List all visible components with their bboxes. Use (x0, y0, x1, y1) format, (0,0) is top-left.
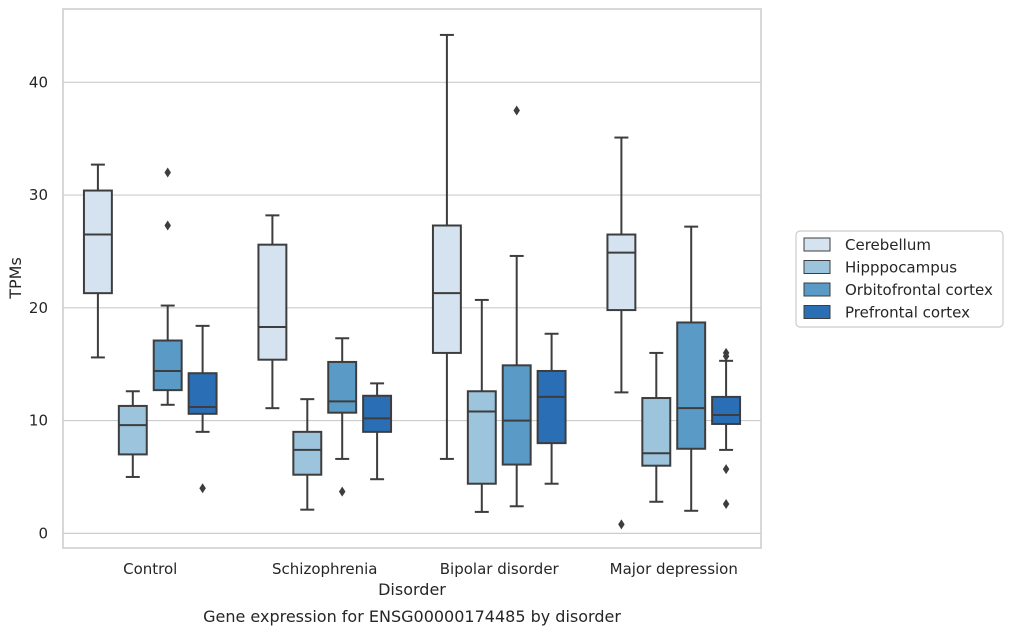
legend-frame (795, 230, 1004, 328)
box-element (606, 136, 637, 530)
legend-swatch (803, 305, 831, 319)
x-tick-label: Major depression (610, 560, 738, 578)
box-iqr (362, 394, 393, 433)
y-tick-labels: 0 10 20 30 40 (29, 73, 48, 542)
legend-label: Cerebellum (845, 236, 931, 254)
box-iqr (466, 390, 497, 485)
outlier-point (618, 519, 625, 530)
box-element (117, 390, 148, 478)
box-iqr (327, 360, 358, 414)
legend-swatch (803, 260, 831, 274)
chart-caption: Gene expression for ENSG00000174485 by d… (203, 607, 621, 626)
box-element (676, 225, 707, 512)
box-iqr (641, 397, 672, 467)
legend: Cerebellum Hipppocampus Orbitofrontal cort… (795, 230, 1004, 328)
box-element (501, 105, 532, 508)
legend-swatch (803, 282, 831, 297)
x-tick-label: Schizophrenia (272, 560, 377, 578)
outlier-point (513, 105, 520, 116)
legend-label: Hipppocampus (845, 259, 957, 277)
legend-label: Prefrontal cortex (845, 304, 970, 322)
box-iqr (152, 339, 183, 392)
box-element (466, 298, 497, 513)
box-element (257, 214, 288, 410)
y-tick-label: 40 (29, 73, 48, 91)
box-element (431, 33, 462, 460)
outlier-point (722, 464, 730, 475)
box-element (362, 382, 393, 481)
outlier-point (199, 483, 206, 494)
legend-swatch (803, 237, 831, 252)
y-tick-label: 10 (29, 412, 48, 430)
x-tick-labels: Control Schizophrenia Bipolar disorder Majo… (123, 560, 738, 578)
outlier-point (722, 499, 730, 510)
box-iqr (606, 233, 637, 312)
outlier-point (164, 167, 171, 178)
box-iqr (431, 224, 462, 354)
y-tick-label: 20 (29, 299, 48, 317)
box-element (641, 351, 672, 503)
box-iqr (292, 430, 323, 476)
box-iqr (676, 321, 707, 450)
legend-label: Orbitofrontal cortex (845, 281, 993, 299)
box-iqr (117, 404, 148, 456)
box-element (82, 163, 113, 359)
box-element (187, 324, 218, 494)
box-element (711, 347, 742, 510)
y-tick-label: 0 (38, 524, 48, 542)
x-axis-label: Disorder (378, 580, 446, 599)
box-iqr (257, 243, 288, 361)
outlier-point (338, 486, 346, 497)
outlier-point (722, 351, 730, 362)
box-element (536, 332, 567, 485)
x-tick-label: Control (123, 560, 177, 578)
y-tick-label: 30 (29, 186, 48, 204)
x-tick-label: Bipolar disorder (440, 560, 560, 578)
box-iqr (536, 369, 567, 445)
plot-frame (62, 8, 762, 549)
outlier-point (164, 220, 171, 231)
plot-boxes (82, 33, 742, 530)
box-element (292, 398, 323, 511)
box-iqr (501, 364, 532, 466)
box-iqr (711, 395, 742, 425)
box-element (327, 337, 358, 497)
y-axis-label: TPMs (6, 257, 25, 300)
box-iqr (82, 189, 113, 295)
box-element (152, 167, 183, 406)
